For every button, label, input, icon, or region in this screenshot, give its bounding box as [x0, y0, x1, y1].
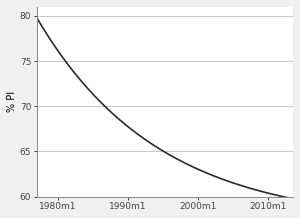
Y-axis label: % PI: % PI — [7, 91, 17, 112]
